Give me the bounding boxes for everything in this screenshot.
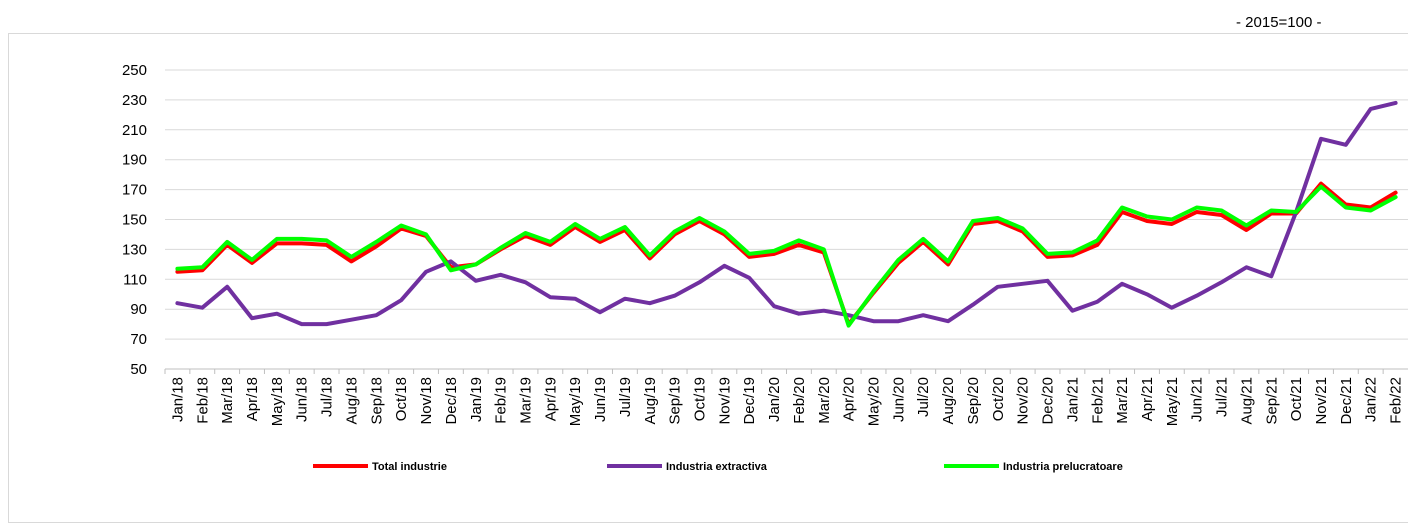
x-tick-label: Jul/20 [915,377,932,417]
base-year-note: - 2015=100 - [1236,14,1322,31]
x-tick-label: Jan/21 [1064,377,1081,422]
x-tick-label: Oct/18 [393,377,410,421]
x-tick-label: Apr/19 [542,377,559,421]
x-tick-label: Oct/19 [691,377,708,421]
x-tick-label: Jun/20 [890,377,907,422]
y-tick-label: 70 [130,331,147,348]
x-tick-label: Dec/19 [741,377,758,425]
y-tick-label: 110 [123,271,147,288]
y-tick-label: 190 [122,152,147,169]
y-tick-label: 170 [122,182,147,199]
x-tick-label: Jul/21 [1214,377,1231,417]
x-tick-label: Oct/21 [1288,377,1305,421]
y-tick-label: 250 [122,62,147,79]
x-tick-label: Mar/18 [219,377,236,424]
x-tick-label: Feb/22 [1388,377,1405,424]
x-tick-label: Aug/18 [343,377,360,425]
x-tick-label: Apr/20 [841,377,858,421]
x-tick-label: Nov/20 [1015,377,1032,425]
x-tick-label: Nov/21 [1313,377,1330,425]
x-tick-label: May/21 [1164,377,1181,426]
y-tick-label: 210 [122,122,147,139]
series-line-total-industrie [175,181,1398,327]
x-tick-label: Jul/19 [617,377,634,417]
x-tick-label: Jun/18 [294,377,311,422]
series-line-industria-extractiva [175,100,1398,327]
x-tick-label: Oct/20 [990,377,1007,421]
x-tick-label: Jan/22 [1363,377,1380,422]
x-tick-label: Mar/21 [1114,377,1131,424]
x-tick-label: Jan/20 [766,377,783,422]
x-tick-label: Feb/19 [493,377,510,424]
x-tick-label: Jan/18 [169,377,186,422]
x-tick-label: Nov/19 [716,377,733,425]
y-tick-label: 230 [122,92,147,109]
line-chart: 50 70 90 110 130 150 170 190 210 230 250 Jan/18 Feb… [122,62,1408,473]
x-tick-label: Jul/18 [319,377,336,417]
x-tick-label: May/19 [567,377,584,426]
x-tick-label: Feb/21 [1089,377,1106,424]
x-tick-label: May/18 [269,377,286,426]
y-tick-label: 150 [122,212,147,229]
x-tick-label: Dec/20 [1040,377,1057,425]
x-tick-label: Jun/21 [1189,377,1206,422]
x-tick-label: Aug/20 [940,377,957,425]
legend-label: Industria prelucratoare [1003,461,1123,473]
x-tick-label: Feb/20 [791,377,808,424]
x-tick-label: Apr/18 [244,377,261,421]
x-tick-label: May/20 [866,377,883,426]
x-tick-label: Dec/21 [1338,377,1355,425]
y-tick-label: 130 [122,241,147,258]
legend-label: Industria extractiva [666,461,768,473]
x-tick-label: Apr/21 [1139,377,1156,421]
x-tick-label: Mar/19 [517,377,534,424]
x-tick-label: Sep/21 [1263,377,1280,425]
x-tick-label: Feb/18 [194,377,211,424]
x-tick-label: Mar/20 [816,377,833,424]
legend-label: Total industrie [372,461,447,473]
x-tick-label: Aug/21 [1238,377,1255,425]
y-tick-label: 50 [130,361,147,378]
x-tick-label: Sep/19 [667,377,684,425]
x-tick-label: Jun/19 [592,377,609,422]
x-tick-label: Dec/18 [443,377,460,425]
x-tick-label: Aug/19 [642,377,659,425]
x-tick-label: Jan/19 [468,377,485,422]
y-tick-label: 90 [130,301,147,318]
x-tick-label: Nov/18 [418,377,435,425]
series-line-industria-prelucratoare [175,184,1398,328]
x-tick-label: Sep/20 [965,377,982,425]
x-tick-label: Sep/18 [368,377,385,425]
